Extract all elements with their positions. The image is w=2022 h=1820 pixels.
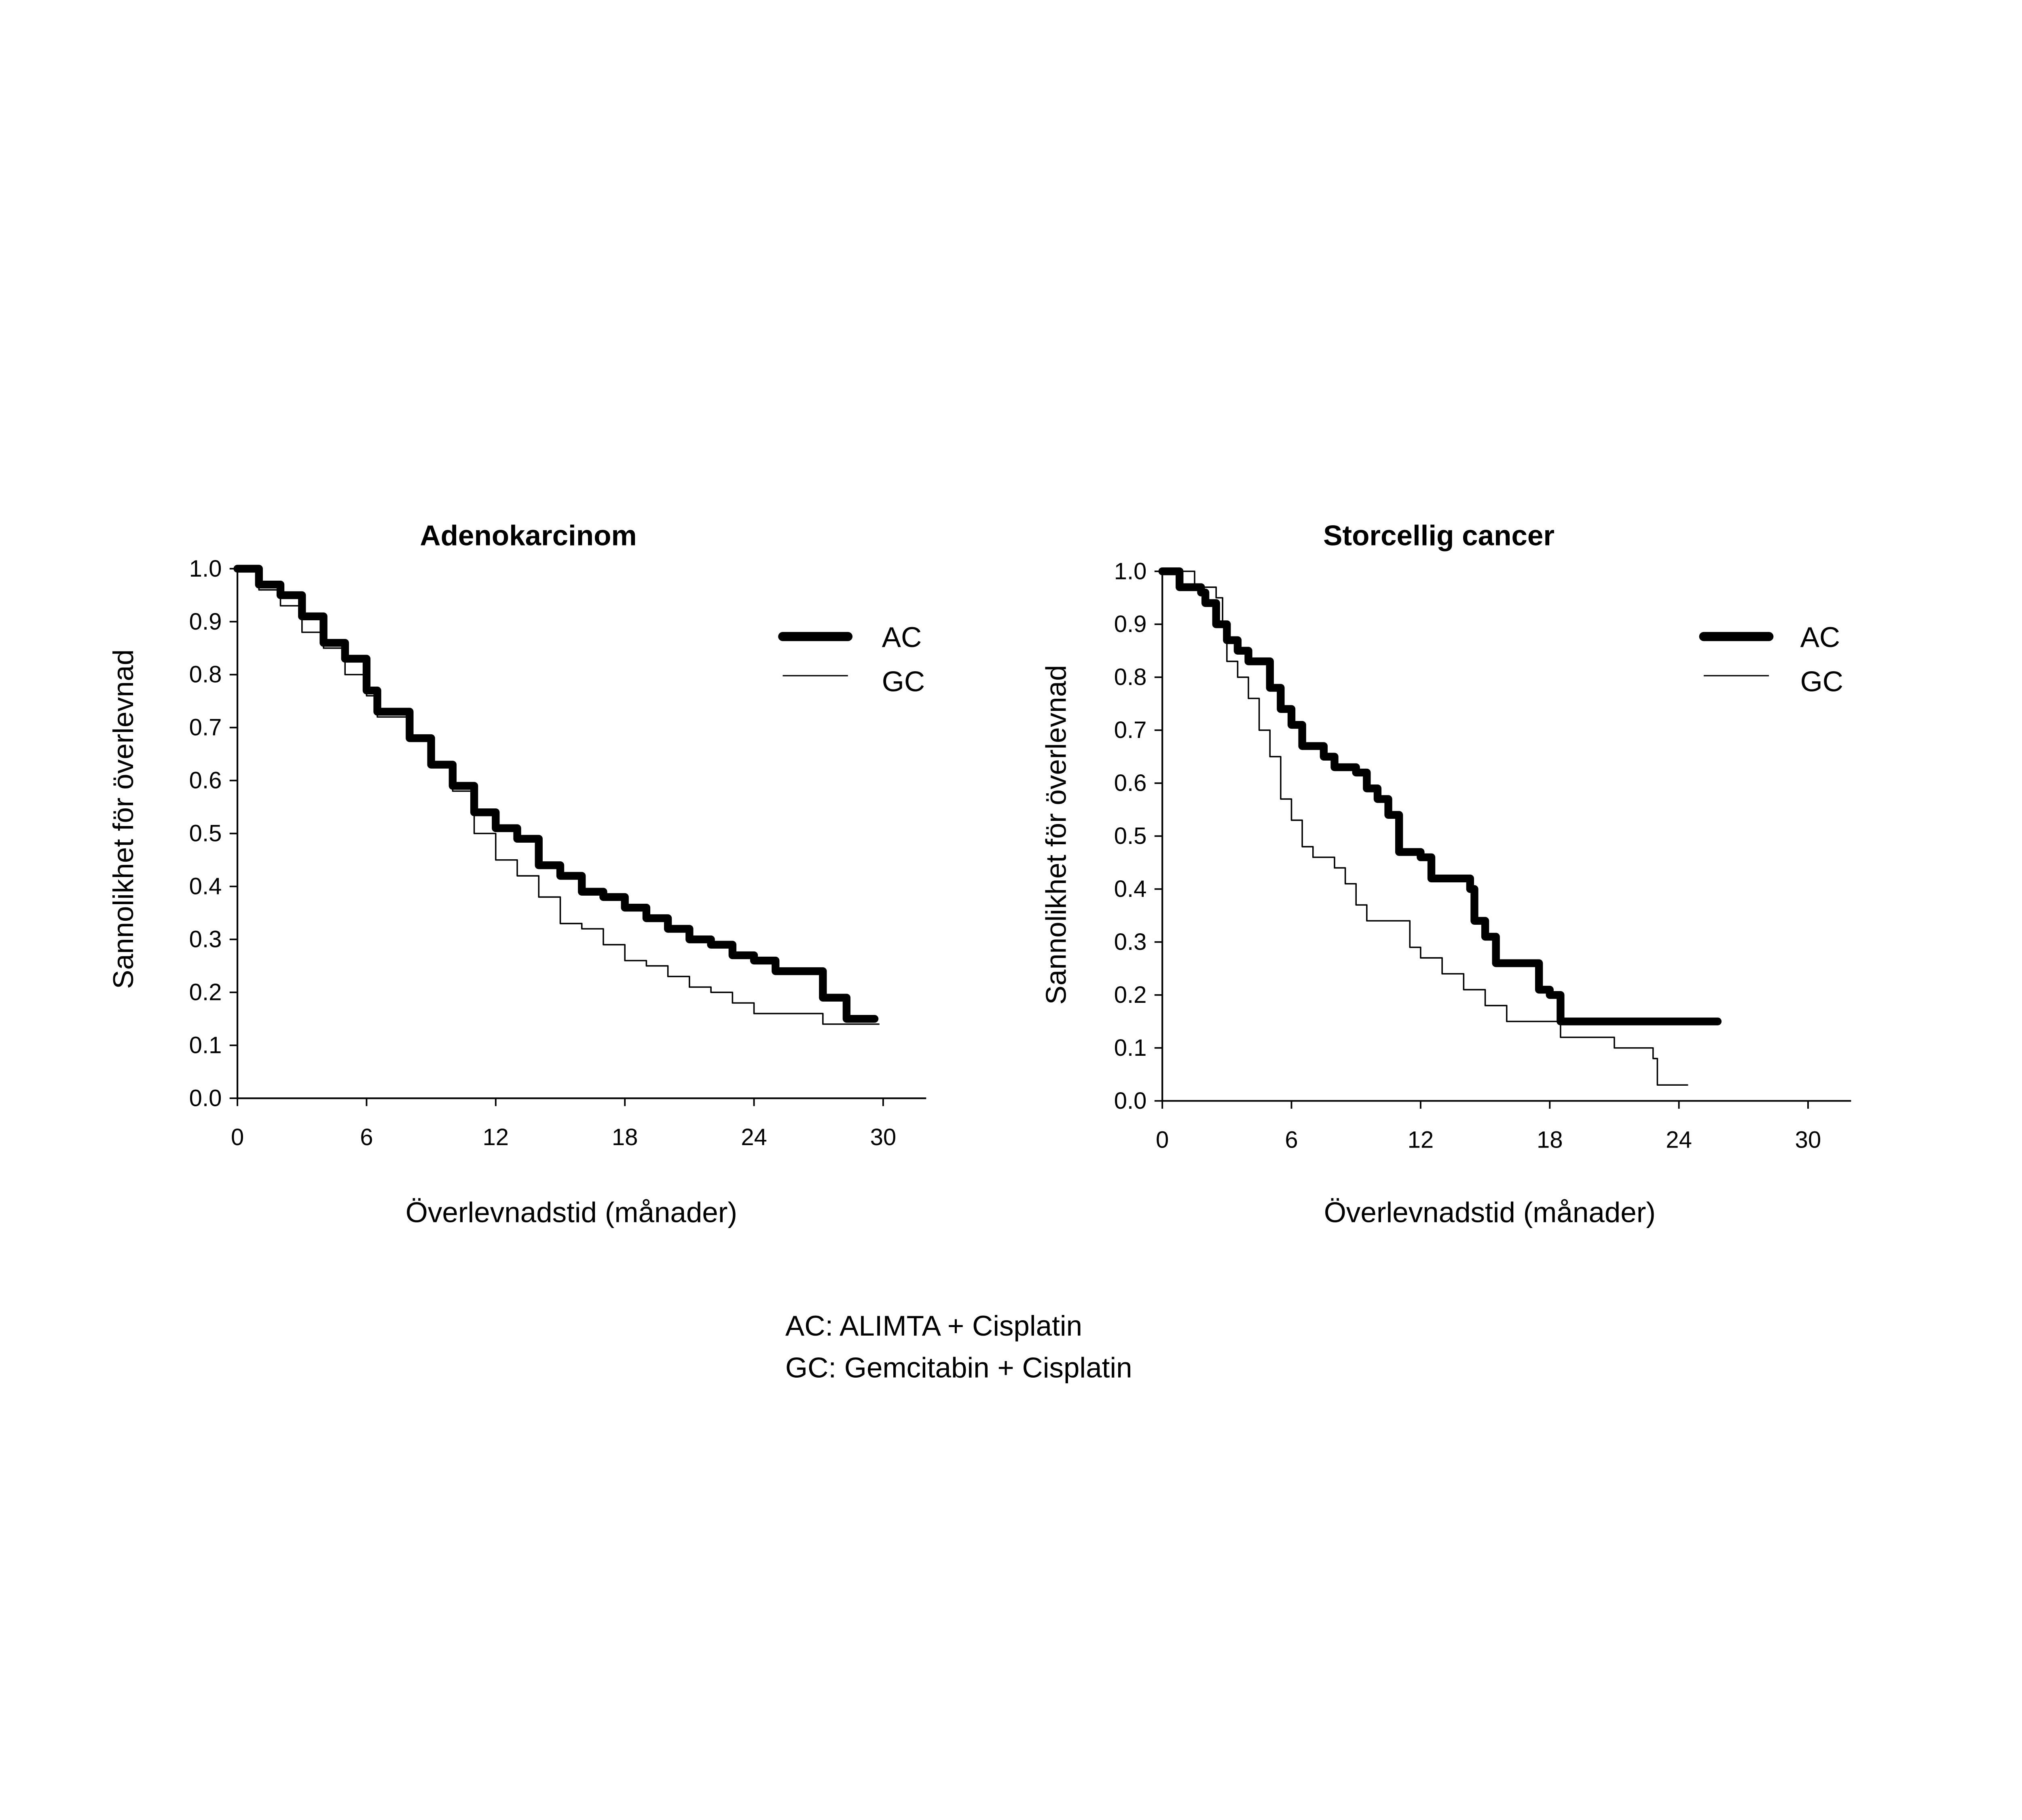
x-tick-label: 30 <box>870 1124 897 1150</box>
legend-label-ac: AC <box>1800 621 1840 653</box>
chart-title: Adenokarcinom <box>420 520 637 552</box>
footnote-gc: GC: Gemcitabin + Cisplatin <box>785 1352 1132 1384</box>
y-tick-label: 0.8 <box>1114 664 1147 690</box>
y-tick-label: 0.7 <box>189 714 222 741</box>
series-ac-line <box>1158 567 1722 1025</box>
y-tick-label: 0.5 <box>1114 823 1147 849</box>
x-tick-label: 18 <box>612 1124 638 1150</box>
x-tick-label: 12 <box>483 1124 509 1150</box>
y-tick-label: 0.2 <box>1114 982 1147 1008</box>
legend-label-ac: AC <box>882 621 922 653</box>
y-tick-label: 0.7 <box>1114 717 1147 743</box>
series-gc-line <box>237 568 880 1025</box>
y-tick-label: 0.9 <box>1114 611 1147 637</box>
footnote-ac: AC: ALIMTA + Cisplatin <box>785 1310 1082 1342</box>
y-axis-label: Sannolikhet för överlevnad <box>108 649 140 989</box>
x-tick-label: 0 <box>1156 1127 1169 1153</box>
legend-label-gc: GC <box>1800 666 1843 698</box>
y-tick-label: 0.4 <box>1114 876 1147 902</box>
x-tick-label: 0 <box>231 1124 244 1150</box>
x-tick-label: 6 <box>360 1124 373 1150</box>
x-tick-label: 12 <box>1408 1127 1434 1153</box>
y-tick-label: 0.5 <box>189 820 222 847</box>
x-tick-label: 30 <box>1795 1127 1821 1153</box>
y-tick-label: 0.3 <box>1114 929 1147 955</box>
legend: AC GC <box>778 621 925 698</box>
series-gc-line <box>1161 571 1688 1086</box>
y-axis-label: Sannolikhet för överlevnad <box>1040 665 1072 1004</box>
x-tick-label: 24 <box>1666 1127 1692 1153</box>
y-tick-label: 0.3 <box>189 926 222 953</box>
y-tick-label: 0.9 <box>189 609 222 635</box>
y-tick-label: 0.8 <box>189 662 222 688</box>
y-tick-label: 0.6 <box>189 767 222 794</box>
legend-label-gc: GC <box>882 666 925 698</box>
chart-storcellig-cancer: Storcellig cancer Överlevnadstid (månade… <box>1040 520 1851 1229</box>
y-tick-label: 0.0 <box>189 1085 222 1111</box>
y-tick-label: 0.6 <box>1114 770 1147 796</box>
x-tick-label: 24 <box>741 1124 767 1150</box>
x-tick-label: 6 <box>1285 1127 1298 1153</box>
x-axis-label: Överlevnadstid (månader) <box>1324 1197 1656 1229</box>
legend: AC GC <box>1699 621 1843 698</box>
chart-adenokarcinom: Adenokarcinom Överlevnadstid (månader) S… <box>108 520 926 1229</box>
figure: Adenokarcinom Överlevnadstid (månader) S… <box>108 520 1851 1384</box>
x-tick-label: 18 <box>1537 1127 1563 1153</box>
y-tick-label: 0.1 <box>189 1032 222 1059</box>
y-tick-label: 0.1 <box>1114 1035 1147 1061</box>
chart-title: Storcellig cancer <box>1323 520 1555 552</box>
y-tick-label: 0.0 <box>1114 1088 1147 1114</box>
y-tick-label: 1.0 <box>189 556 222 582</box>
x-axis-label: Överlevnadstid (månader) <box>406 1197 737 1229</box>
series-ac-line <box>233 564 879 1023</box>
y-tick-label: 1.0 <box>1114 558 1147 584</box>
y-tick-label: 0.2 <box>189 979 222 1006</box>
y-tick-label: 0.4 <box>189 873 222 900</box>
